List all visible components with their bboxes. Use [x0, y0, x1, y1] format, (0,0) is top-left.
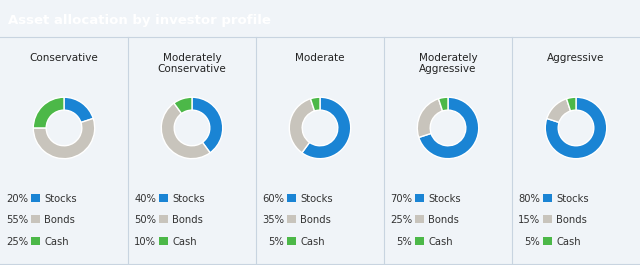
- Text: Moderate: Moderate: [295, 52, 345, 63]
- Text: Cash: Cash: [172, 237, 196, 247]
- Text: Stocks: Stocks: [556, 194, 589, 204]
- FancyBboxPatch shape: [31, 194, 40, 202]
- Text: Cash: Cash: [300, 237, 324, 247]
- Text: Stocks: Stocks: [172, 194, 205, 204]
- Text: Bonds: Bonds: [428, 215, 459, 226]
- Text: 25%: 25%: [390, 215, 412, 226]
- Text: Stocks: Stocks: [44, 194, 77, 204]
- FancyBboxPatch shape: [415, 215, 424, 223]
- FancyBboxPatch shape: [287, 215, 296, 223]
- Text: 40%: 40%: [134, 194, 156, 204]
- Text: Bonds: Bonds: [172, 215, 203, 226]
- Text: 5%: 5%: [268, 237, 284, 247]
- Text: Bonds: Bonds: [44, 215, 75, 226]
- Text: 5%: 5%: [396, 237, 412, 247]
- FancyBboxPatch shape: [415, 237, 424, 245]
- Text: Moderately
Conservative: Moderately Conservative: [157, 52, 227, 74]
- Text: Bonds: Bonds: [556, 215, 587, 226]
- Text: 55%: 55%: [6, 215, 28, 226]
- Text: 10%: 10%: [134, 237, 156, 247]
- FancyBboxPatch shape: [159, 194, 168, 202]
- FancyBboxPatch shape: [543, 237, 552, 245]
- Text: 60%: 60%: [262, 194, 284, 204]
- Text: Stocks: Stocks: [300, 194, 333, 204]
- Text: Bonds: Bonds: [300, 215, 331, 226]
- Text: Asset allocation by investor profile: Asset allocation by investor profile: [8, 14, 271, 26]
- Text: Moderately
Aggressive: Moderately Aggressive: [419, 52, 477, 74]
- Text: 15%: 15%: [518, 215, 540, 226]
- Text: 50%: 50%: [134, 215, 156, 226]
- Text: Stocks: Stocks: [428, 194, 461, 204]
- FancyBboxPatch shape: [159, 237, 168, 245]
- FancyBboxPatch shape: [287, 237, 296, 245]
- FancyBboxPatch shape: [543, 194, 552, 202]
- Text: Cash: Cash: [428, 237, 452, 247]
- FancyBboxPatch shape: [543, 215, 552, 223]
- Text: 25%: 25%: [6, 237, 28, 247]
- FancyBboxPatch shape: [159, 215, 168, 223]
- Text: 35%: 35%: [262, 215, 284, 226]
- Text: Cash: Cash: [556, 237, 580, 247]
- FancyBboxPatch shape: [31, 237, 40, 245]
- FancyBboxPatch shape: [287, 194, 296, 202]
- Text: Aggressive: Aggressive: [547, 52, 605, 63]
- FancyBboxPatch shape: [31, 215, 40, 223]
- Text: 5%: 5%: [524, 237, 540, 247]
- FancyBboxPatch shape: [415, 194, 424, 202]
- Text: 70%: 70%: [390, 194, 412, 204]
- Text: 20%: 20%: [6, 194, 28, 204]
- Text: 80%: 80%: [518, 194, 540, 204]
- Text: Conservative: Conservative: [29, 52, 99, 63]
- Text: Cash: Cash: [44, 237, 68, 247]
